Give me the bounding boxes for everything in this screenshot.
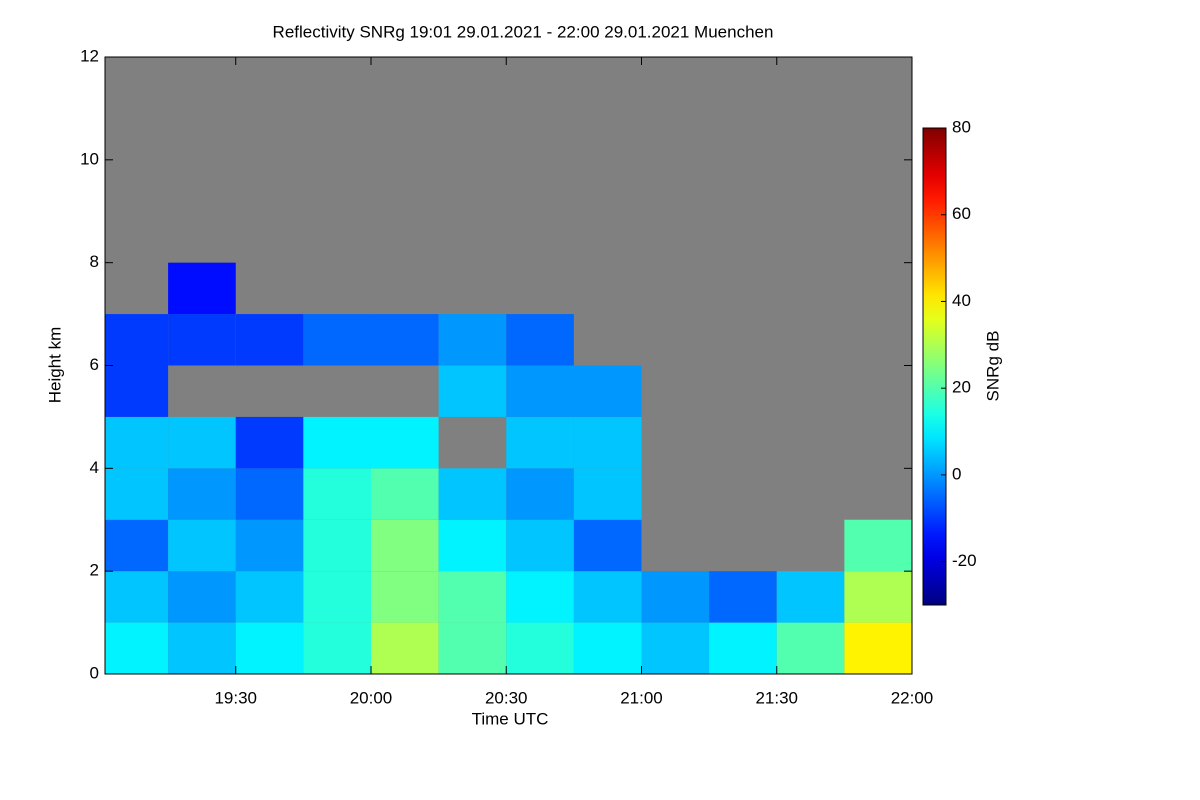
colorbar-tick-label: 20 xyxy=(952,378,971,397)
heat-cell xyxy=(168,262,236,315)
y-tick-label: 6 xyxy=(90,355,99,374)
heat-cell xyxy=(573,468,642,520)
x-axis-label: Time UTC xyxy=(472,709,549,728)
heat-cell xyxy=(438,571,507,623)
heat-cell xyxy=(168,416,236,469)
heat-cell xyxy=(506,519,574,572)
colorbar-tick-label: 0 xyxy=(952,464,961,483)
chart-title: Reflectivity SNRg 19:01 29.01.2021 - 22:… xyxy=(273,22,774,41)
heat-cell xyxy=(438,468,507,520)
heat-cell xyxy=(506,468,574,520)
heat-cell xyxy=(573,416,642,469)
y-tick-label: 12 xyxy=(80,46,99,65)
heat-cell xyxy=(776,571,845,623)
heat-cell xyxy=(235,416,304,469)
y-tick-label: 4 xyxy=(90,458,99,477)
x-tick-label: 19:30 xyxy=(214,688,257,707)
y-tick-label: 8 xyxy=(90,252,99,271)
heat-cell xyxy=(168,519,236,572)
colorbar-tick-label: -20 xyxy=(952,551,977,570)
heat-cell xyxy=(105,468,169,520)
heat-cell xyxy=(303,468,371,520)
heat-cell xyxy=(506,365,574,417)
heat-cell xyxy=(235,622,304,674)
heat-cell xyxy=(235,314,304,366)
heat-cell xyxy=(573,571,642,623)
heat-cell xyxy=(105,365,169,417)
x-tick-label: 20:00 xyxy=(350,688,393,707)
x-tick-label: 22:00 xyxy=(891,688,934,707)
heat-cell xyxy=(168,571,236,623)
heat-cell xyxy=(303,622,371,674)
heat-cell xyxy=(438,314,507,366)
heat-cell xyxy=(168,314,236,366)
heat-cell xyxy=(844,571,912,623)
heat-cell xyxy=(370,571,439,623)
heat-cell xyxy=(573,519,642,572)
heat-cell xyxy=(105,519,169,572)
colorbar-tick-label: 80 xyxy=(952,117,971,136)
y-tick-label: 2 xyxy=(90,561,99,580)
heat-cell xyxy=(438,622,507,674)
heat-cell xyxy=(105,622,169,674)
heat-cell xyxy=(303,571,371,623)
heat-cell xyxy=(235,468,304,520)
heat-cell xyxy=(844,622,912,674)
heat-cell xyxy=(370,622,439,674)
heat-cell xyxy=(303,416,371,469)
heat-cell xyxy=(370,519,439,572)
heat-cell xyxy=(438,519,507,572)
heat-cell xyxy=(438,365,507,417)
heat-cell xyxy=(844,519,912,572)
heat-cell xyxy=(303,519,371,572)
x-tick-label: 21:30 xyxy=(755,688,798,707)
heat-cell xyxy=(370,416,439,469)
colorbar-tick-label: 60 xyxy=(952,204,971,223)
y-axis-label: Height km xyxy=(45,327,64,404)
heat-cell xyxy=(573,365,642,417)
heat-cell xyxy=(573,622,642,674)
heat-cell xyxy=(105,571,169,623)
heat-cell xyxy=(105,416,169,469)
y-tick-label: 0 xyxy=(90,663,99,682)
x-tick-label: 21:00 xyxy=(620,688,663,707)
heat-cell xyxy=(776,622,845,674)
heat-cell xyxy=(105,314,169,366)
heat-cell xyxy=(370,314,439,366)
colorbar-tick-label: 40 xyxy=(952,291,971,310)
heat-cell xyxy=(303,314,371,366)
heat-cell xyxy=(709,622,777,674)
x-tick-label: 20:30 xyxy=(485,688,528,707)
heat-cell xyxy=(235,571,304,623)
heat-cell xyxy=(506,314,574,366)
heat-cell xyxy=(506,571,574,623)
colorbar-label: SNRg dB xyxy=(983,331,1002,402)
heat-cell xyxy=(235,519,304,572)
heat-cell xyxy=(506,622,574,674)
y-tick-label: 10 xyxy=(80,149,99,168)
heat-cell xyxy=(168,468,236,520)
heat-cell xyxy=(168,622,236,674)
heat-cell xyxy=(641,622,710,674)
heat-cell xyxy=(506,416,574,469)
heat-cell xyxy=(370,468,439,520)
heat-cell xyxy=(641,571,710,623)
heat-cell xyxy=(709,571,777,623)
colorbar xyxy=(922,127,947,606)
